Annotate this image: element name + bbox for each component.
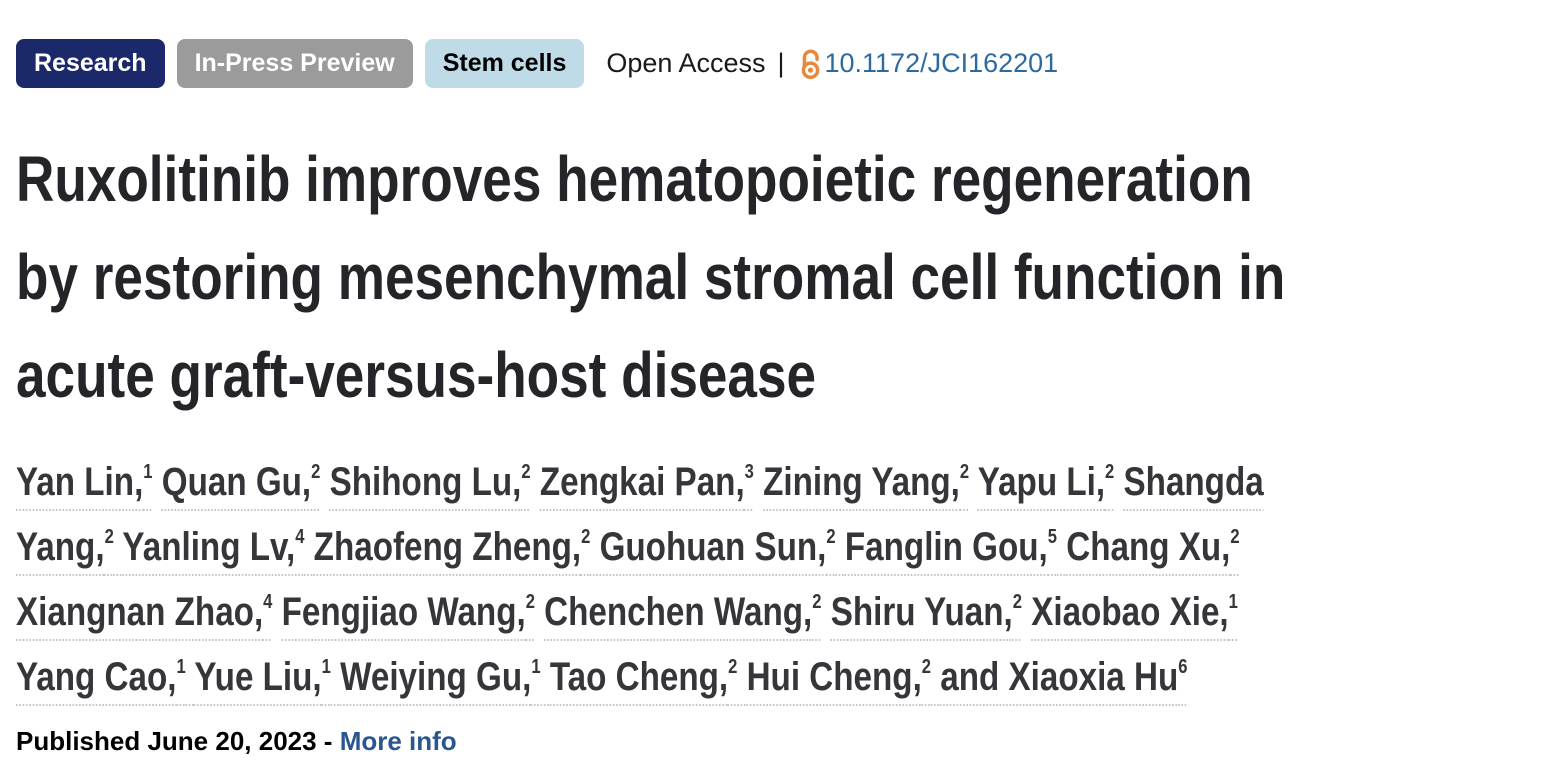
authors-line: Yang,2 Yanling Lv,4 Zhaofeng Zheng,2 Guo… <box>16 515 1560 580</box>
authors-line: Xiangnan Zhao,4 Fengjiao Wang,2 Chenchen… <box>16 580 1560 645</box>
author-name[interactable]: and Xiaoxia Hu6 <box>940 655 1188 699</box>
author-name[interactable]: Xiaobao Xie,1 <box>1031 590 1238 634</box>
author-name[interactable]: Yan Lin,1 <box>16 460 153 504</box>
author-name[interactable]: Yapu Li,2 <box>977 460 1115 504</box>
author-name[interactable]: Yanling Lv,4 <box>122 525 305 569</box>
author-name[interactable]: Fengjiao Wang,2 <box>281 590 535 634</box>
author-name[interactable]: Yang,2 <box>16 525 114 569</box>
authors: Yan Lin,1 Quan Gu,2 Shihong Lu,2 Zengkai… <box>16 450 1560 710</box>
author-links[interactable]: Yang,2 Yanling Lv,4 Zhaofeng Zheng,2 Guo… <box>16 525 1240 569</box>
author-name[interactable]: Fanglin Gou,5 <box>844 525 1057 569</box>
author-name[interactable]: Shangda <box>1123 460 1264 504</box>
badge-in-press-preview[interactable]: In-Press Preview <box>176 38 413 88</box>
author-name[interactable]: Zhaofeng Zheng,2 <box>313 525 591 569</box>
article-title: Ruxolitinib improves hematopoietic regen… <box>16 130 1560 424</box>
author-name[interactable]: Chang Xu,2 <box>1066 525 1240 569</box>
badge-stem-cells[interactable]: Stem cells <box>424 38 585 88</box>
more-info-link[interactable]: More info <box>339 726 457 756</box>
authors-line: Yan Lin,1 Quan Gu,2 Shihong Lu,2 Zengkai… <box>16 450 1560 515</box>
author-links[interactable]: Yan Lin,1 Quan Gu,2 Shihong Lu,2 Zengkai… <box>16 460 1264 504</box>
open-access-label: Open Access <box>606 47 766 78</box>
author-name[interactable]: Quan Gu,2 <box>161 460 321 504</box>
open-access-lock-icon <box>801 49 819 80</box>
author-name[interactable]: Shiru Yuan,2 <box>830 590 1022 634</box>
author-name[interactable]: Shihong Lu,2 <box>329 460 531 504</box>
author-name[interactable]: Tao Cheng,2 <box>549 655 738 699</box>
published-line: Published June 20, 2023 - More info <box>16 726 1546 757</box>
author-name[interactable]: Zengkai Pan,3 <box>539 460 754 504</box>
badge-row: Research In-Press Preview Stem cells Ope… <box>16 38 1546 88</box>
authors-line: Yang Cao,1 Yue Liu,1 Weiying Gu,1 Tao Ch… <box>16 645 1560 710</box>
author-links[interactable]: Xiangnan Zhao,4 Fengjiao Wang,2 Chenchen… <box>16 590 1238 634</box>
article-header: Research In-Press Preview Stem cells Ope… <box>16 38 1560 757</box>
badge-research[interactable]: Research <box>16 38 165 88</box>
author-name[interactable]: Chenchen Wang,2 <box>544 590 822 634</box>
author-links[interactable]: Yang Cao,1 Yue Liu,1 Weiying Gu,1 Tao Ch… <box>16 655 1187 699</box>
author-name[interactable]: Hui Cheng,2 <box>746 655 932 699</box>
author-name[interactable]: Zining Yang,2 <box>763 460 970 504</box>
separator: | <box>777 47 785 78</box>
author-name[interactable]: Yue Liu,1 <box>194 655 331 699</box>
doi-text: 10.1172/JCI162201 <box>824 47 1059 78</box>
published-date: Published June 20, 2023 - <box>16 726 333 756</box>
access-group: Open Access | 10.1172/JCI162201 <box>606 46 1058 80</box>
author-name[interactable]: Guohuan Sun,2 <box>599 525 836 569</box>
author-name[interactable]: Weiying Gu,1 <box>340 655 541 699</box>
article-title-line: acute graft-versus-host disease <box>16 339 817 411</box>
article-title-line: by restoring mesenchymal stromal cell fu… <box>16 241 1286 313</box>
author-name[interactable]: Yang Cao,1 <box>16 655 186 699</box>
doi-link[interactable]: 10.1172/JCI162201 <box>797 46 1059 80</box>
article-title-line: Ruxolitinib improves hematopoietic regen… <box>16 143 1253 215</box>
author-name[interactable]: Xiangnan Zhao,4 <box>16 590 273 634</box>
